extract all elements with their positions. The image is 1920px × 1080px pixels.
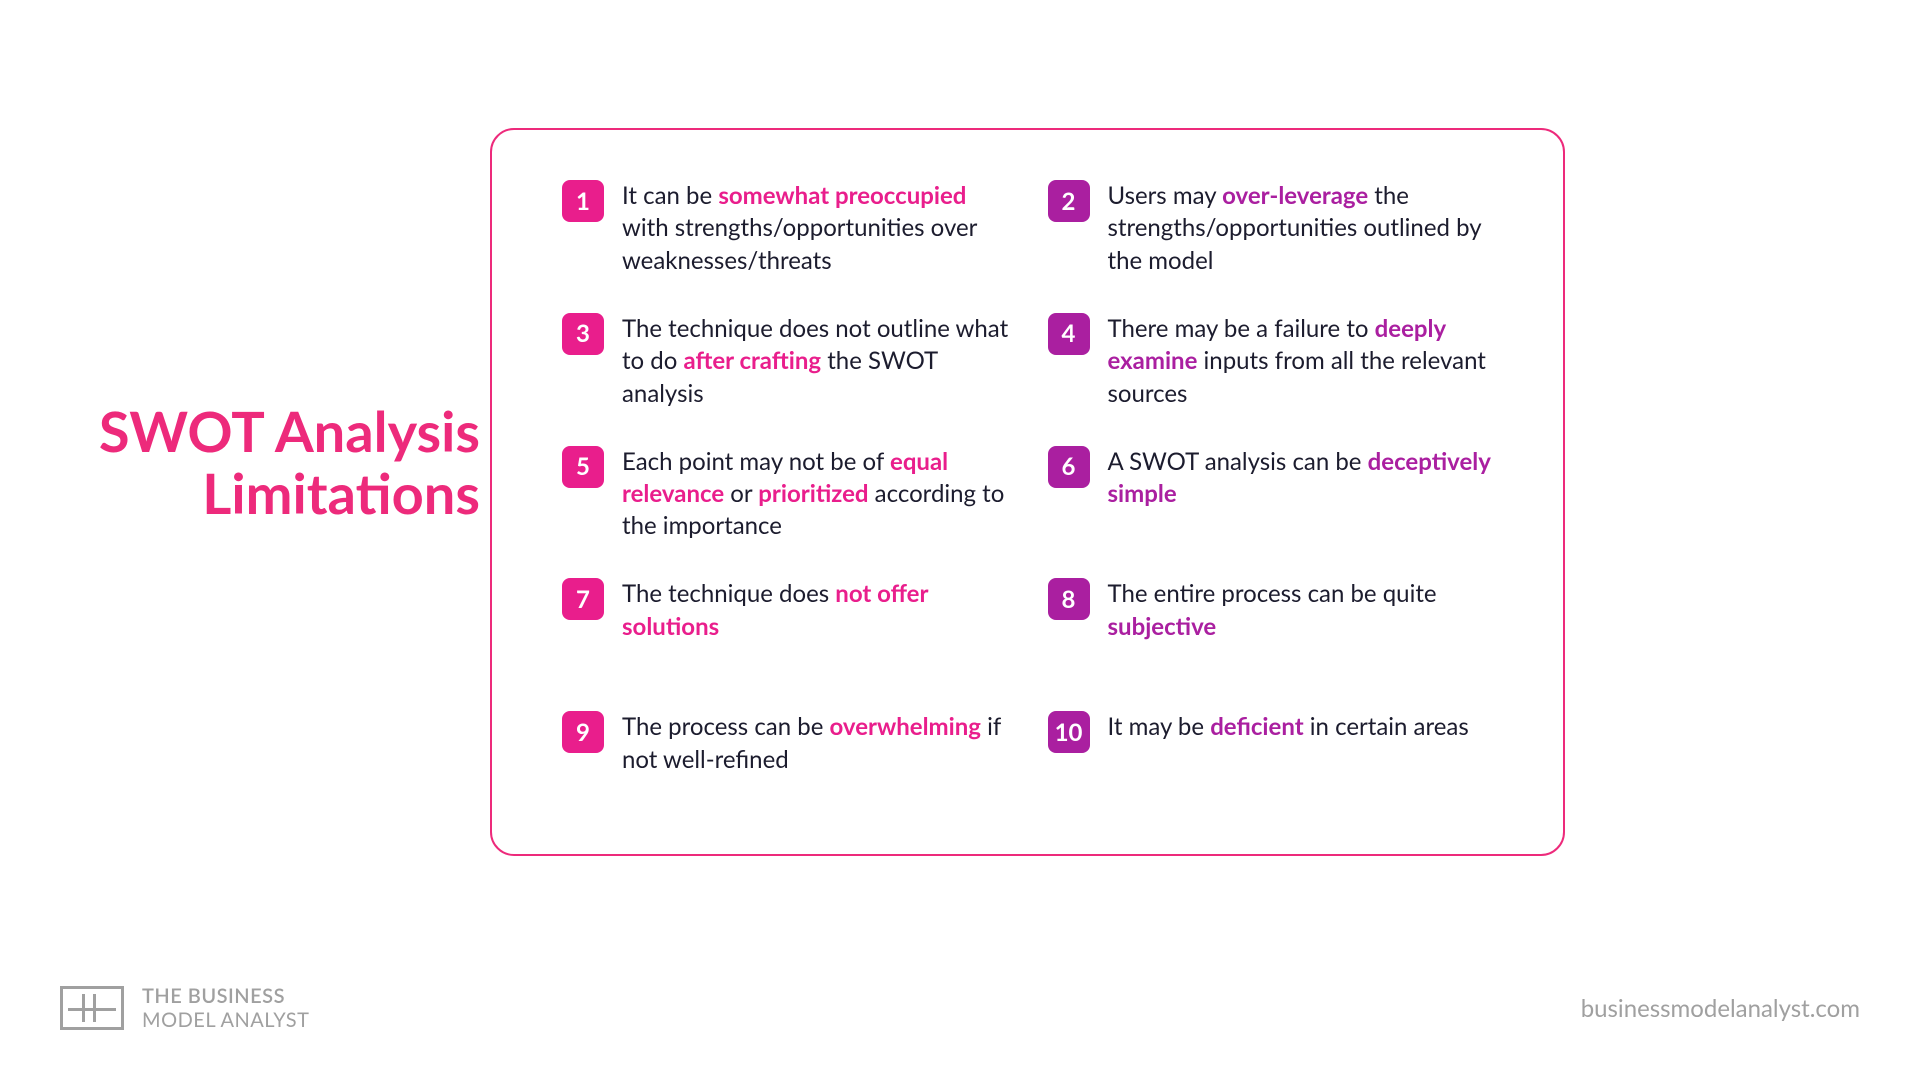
limitation-item: 8 The entire process can be quite subject… xyxy=(1048,578,1504,643)
highlight-phrase: after crafting xyxy=(684,346,822,375)
highlight-phrase: subjective xyxy=(1108,612,1217,641)
highlight-phrase: prioritized xyxy=(758,479,868,508)
item-number: 6 xyxy=(1048,446,1090,488)
item-number: 5 xyxy=(562,446,604,488)
highlight-phrase: deficient xyxy=(1210,712,1303,741)
item-text: The entire process can be quite subjecti… xyxy=(1108,578,1504,643)
limitation-item: 4 There may be a failure to deeply examin… xyxy=(1048,313,1504,410)
limitation-item: 2 Users may over-leverage the strengths/o… xyxy=(1048,180,1504,277)
limitation-item: 1 It can be somewhat preoccupied with str… xyxy=(562,180,1018,277)
brand-text: THE BUSINESS MODEL ANALYST xyxy=(142,984,309,1032)
limitation-item: 10 It may be deficient in certain areas xyxy=(1048,711,1504,753)
footer: THE BUSINESS MODEL ANALYST businessmodel… xyxy=(60,984,1860,1032)
page-title: SWOT Analysis Limitations xyxy=(60,400,480,523)
limitations-panel: 1 It can be somewhat preoccupied with str… xyxy=(490,128,1565,856)
item-number: 4 xyxy=(1048,313,1090,355)
highlight-phrase: somewhat preoccupied xyxy=(718,181,966,210)
footer-brand: THE BUSINESS MODEL ANALYST xyxy=(60,984,309,1032)
limitation-item: 6 A SWOT analysis can be deceptively simp… xyxy=(1048,446,1504,511)
item-number: 8 xyxy=(1048,578,1090,620)
brand-line-2: MODEL ANALYST xyxy=(142,1008,309,1032)
item-text: Each point may not be of equal relevance… xyxy=(622,446,1018,543)
item-text: The technique does not offer solutions xyxy=(622,578,1018,643)
limitation-item: 5 Each point may not be of equal relevanc… xyxy=(562,446,1018,543)
item-text: The process can be overwhelming if not w… xyxy=(622,711,1018,776)
title-line-2: Limitations xyxy=(202,459,480,526)
brand-line-1: THE BUSINESS xyxy=(142,984,309,1008)
limitation-item: 9 The process can be overwhelming if not … xyxy=(562,711,1018,776)
item-number: 3 xyxy=(562,313,604,355)
item-text: It may be deficient in certain areas xyxy=(1108,711,1469,743)
item-text: Users may over-leverage the strengths/op… xyxy=(1108,180,1504,277)
item-number: 10 xyxy=(1048,711,1090,753)
item-text: It can be somewhat preoccupied with stre… xyxy=(622,180,1018,277)
item-number: 1 xyxy=(562,180,604,222)
item-number: 9 xyxy=(562,711,604,753)
item-text: A SWOT analysis can be deceptively simpl… xyxy=(1108,446,1504,511)
brand-logo-icon xyxy=(60,986,124,1030)
item-text: The technique does not outline what to d… xyxy=(622,313,1018,410)
item-text: There may be a failure to deeply examine… xyxy=(1108,313,1504,410)
limitation-item: 7 The technique does not offer solutions xyxy=(562,578,1018,643)
highlight-phrase: overwhelming xyxy=(830,712,981,741)
highlight-phrase: over-leverage xyxy=(1222,181,1368,210)
item-number: 2 xyxy=(1048,180,1090,222)
footer-url: businessmodelanalyst.com xyxy=(1581,994,1860,1023)
limitation-item: 3 The technique does not outline what to … xyxy=(562,313,1018,410)
item-number: 7 xyxy=(562,578,604,620)
title-line-1: SWOT Analysis xyxy=(99,397,480,464)
page: SWOT Analysis Limitations 1 It can be som… xyxy=(0,0,1920,1080)
